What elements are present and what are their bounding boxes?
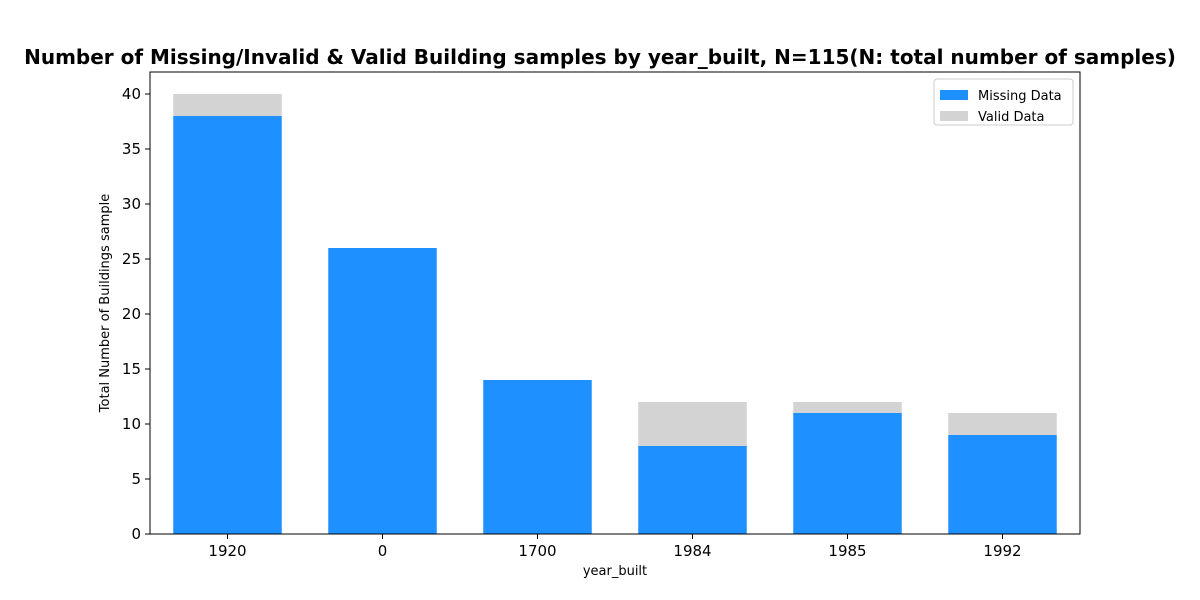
bar-missing-1920 [173, 116, 282, 534]
bar-missing-0 [328, 248, 437, 534]
y-axis-label: Total Number of Buildings sample [98, 194, 113, 413]
x-tick-label: 1984 [673, 542, 711, 560]
y-tick-label: 30 [122, 195, 141, 213]
legend-label-missing: Missing Data [978, 89, 1062, 104]
y-tick-label: 10 [122, 415, 141, 433]
legend-swatch-valid [940, 111, 968, 121]
chart-title: Number of Missing/Invalid & Valid Buildi… [24, 45, 1176, 69]
x-tick-label: 1992 [983, 542, 1021, 560]
x-tick-label: 0 [378, 542, 388, 560]
legend-swatch-missing [940, 90, 968, 100]
x-tick-label: 1985 [828, 542, 866, 560]
y-tick-label: 5 [131, 470, 141, 488]
bar-valid-1992 [948, 413, 1057, 435]
y-tick-label: 40 [122, 85, 141, 103]
x-tick-label: 1700 [518, 542, 556, 560]
plot-frame [149, 71, 1081, 535]
y-tick-label: 35 [122, 140, 141, 158]
y-tick-label: 25 [122, 250, 141, 268]
legend: Missing Data Valid Data [933, 78, 1074, 126]
x-tick-label: 1920 [208, 542, 246, 560]
bar-missing-1984 [638, 446, 747, 534]
bar-missing-1700 [483, 380, 592, 534]
legend-box [933, 78, 1074, 126]
bar-missing-1992 [948, 435, 1057, 534]
y-tick-label: 15 [122, 360, 141, 378]
y-tick-label: 20 [122, 305, 141, 323]
bar-valid-1985 [793, 402, 902, 413]
bar-valid-1984 [638, 402, 747, 446]
legend-label-valid: Valid Data [978, 110, 1045, 125]
x-axis-label: year_built [583, 564, 647, 579]
bar-missing-1985 [793, 413, 902, 534]
plot-area: 1920 0 1700 1984 1985 1992 0 5 10 15 20 25 30 35 40 [122, 71, 1081, 560]
y-tick-label: 0 [131, 525, 141, 543]
bar-valid-1920 [173, 94, 282, 116]
